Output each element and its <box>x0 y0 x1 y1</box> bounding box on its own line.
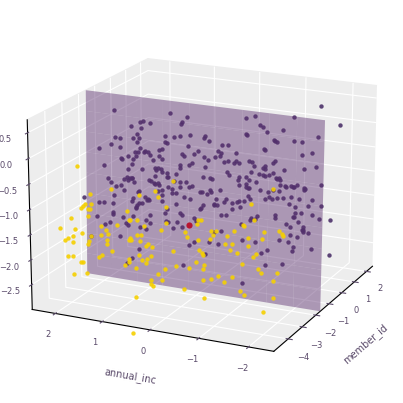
Y-axis label: annual_inc: annual_inc <box>103 367 157 386</box>
X-axis label: member_id: member_id <box>341 322 390 366</box>
